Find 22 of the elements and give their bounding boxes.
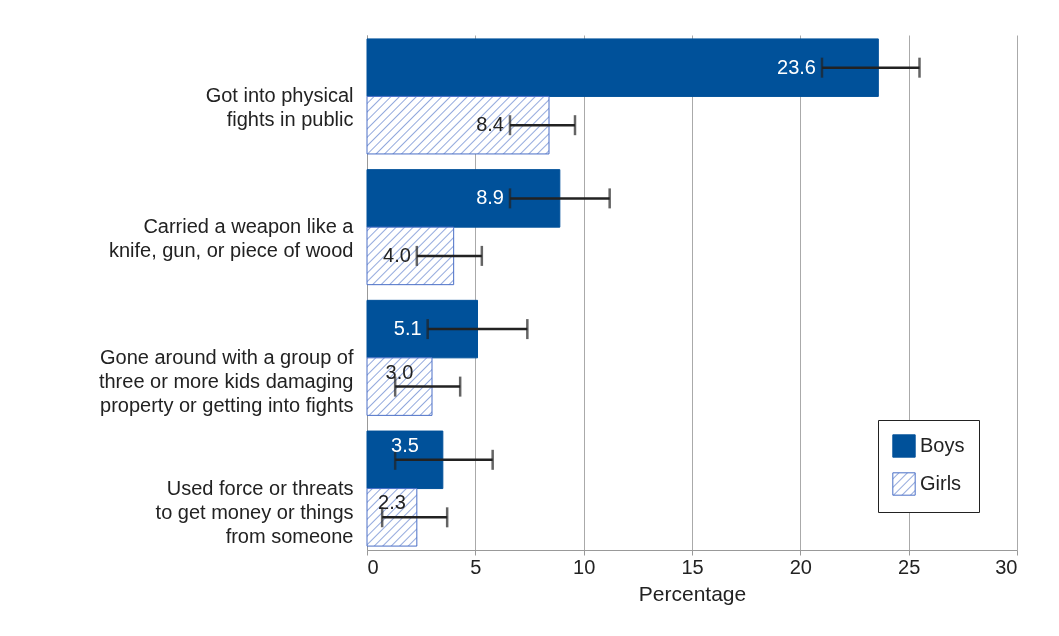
y-tick-label: Used force or threats to get money or things from someone: [155, 476, 354, 547]
x-tick-label: 0: [367, 555, 379, 578]
data-label: 4.0: [383, 243, 411, 266]
data-label: 23.6: [777, 55, 816, 78]
data-label: 5.1: [393, 317, 422, 340]
x-tick-label: 5: [470, 555, 482, 578]
data-label: 8.9: [476, 186, 504, 209]
data-label: 2.3: [378, 491, 406, 514]
legend-label: Girls: [920, 472, 962, 494]
legend-label: Boys: [920, 434, 965, 456]
x-tick-label: 25: [898, 555, 921, 578]
data-label: 3.0: [385, 360, 414, 383]
x-tick-label: 10: [573, 555, 596, 578]
x-tick-label: 15: [681, 555, 704, 578]
x-tick-label: 30: [995, 555, 1018, 578]
y-tick-label: Got into physical fights in public: [205, 84, 354, 131]
x-tick-label: 20: [789, 555, 812, 578]
x-axis-title: Percentage: [638, 581, 747, 605]
y-tick-label: Carried a weapon like a knife, gun, or piece of wood: [108, 215, 355, 262]
data-label: 8.4: [476, 113, 504, 136]
y-tick-label: Gone around with a group of three or more kids damaging property or getting into fights: [98, 345, 354, 416]
data-label: 3.5: [391, 433, 419, 456]
